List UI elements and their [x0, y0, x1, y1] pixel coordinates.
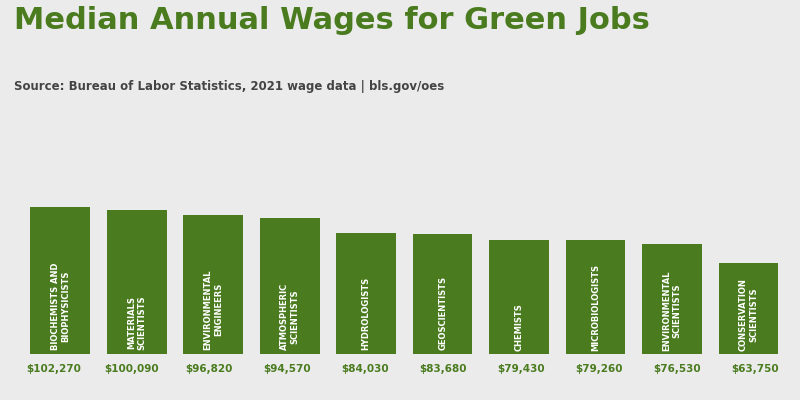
Text: ATMOSPHERIC
SCIENTISTS: ATMOSPHERIC SCIENTISTS — [280, 283, 299, 350]
Bar — [566, 240, 626, 354]
Text: BIOCHEMISTS AND
BIOPHYSICISTS: BIOCHEMISTS AND BIOPHYSICISTS — [50, 262, 70, 350]
Text: $84,030: $84,030 — [342, 364, 390, 374]
Bar — [490, 240, 549, 354]
Bar — [260, 218, 319, 354]
Text: $79,260: $79,260 — [576, 364, 623, 374]
Text: $100,090: $100,090 — [104, 364, 158, 374]
Text: $83,680: $83,680 — [420, 364, 467, 374]
Text: GEOSCIENTISTS: GEOSCIENTISTS — [438, 276, 447, 350]
Bar — [30, 207, 90, 354]
Text: MICROBIOLOGISTS: MICROBIOLOGISTS — [591, 264, 600, 350]
Text: CHEMISTS: CHEMISTS — [514, 303, 524, 350]
Text: HYDROLOGISTS: HYDROLOGISTS — [362, 277, 370, 350]
Text: $94,570: $94,570 — [263, 364, 311, 374]
Text: $63,750: $63,750 — [731, 364, 779, 374]
Text: $79,430: $79,430 — [498, 364, 546, 374]
Text: $96,820: $96,820 — [186, 364, 233, 374]
Text: Median Annual Wages for Green Jobs: Median Annual Wages for Green Jobs — [14, 6, 650, 35]
Text: ENVIRONMENTAL
ENGINEERS: ENVIRONMENTAL ENGINEERS — [203, 269, 223, 350]
Bar — [642, 244, 702, 354]
Bar — [107, 210, 166, 354]
Bar — [336, 234, 396, 354]
Text: MATERIALS
SCIENTISTS: MATERIALS SCIENTISTS — [127, 295, 146, 350]
Text: $102,270: $102,270 — [26, 364, 81, 374]
Text: CONSERVATION
SCIENTISTS: CONSERVATION SCIENTISTS — [739, 278, 758, 351]
Bar — [718, 262, 778, 354]
Bar — [413, 234, 473, 354]
Bar — [183, 215, 243, 354]
Text: Source: Bureau of Labor Statistics, 2021 wage data | bls.gov/oes: Source: Bureau of Labor Statistics, 2021… — [14, 80, 445, 93]
Text: ENVIRONMENTAL
SCIENTISTS: ENVIRONMENTAL SCIENTISTS — [662, 270, 682, 351]
Text: $76,530: $76,530 — [654, 364, 702, 374]
